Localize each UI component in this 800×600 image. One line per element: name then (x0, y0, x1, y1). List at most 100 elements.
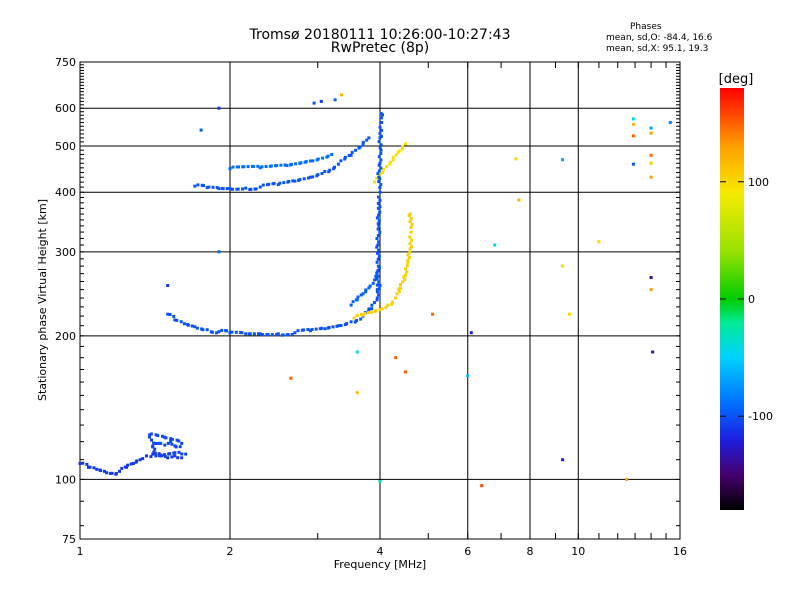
echo-point (376, 206, 380, 210)
echo-point (166, 312, 170, 316)
echo-point (294, 162, 298, 166)
echo-point (178, 445, 182, 449)
echo-point (95, 467, 99, 471)
echo-point (410, 223, 414, 226)
echo-point (408, 235, 412, 239)
echo-point (331, 325, 335, 329)
echo-point (217, 250, 221, 254)
echo-point (397, 149, 401, 153)
colorbar-tick-label: 0 (748, 293, 755, 306)
echo-point (217, 330, 221, 334)
echo-point (431, 312, 435, 316)
echo-point (151, 444, 155, 448)
echo-point (78, 462, 82, 465)
echo-point (376, 202, 380, 205)
echo-point (231, 187, 234, 191)
echo-point (293, 179, 297, 183)
echo-point (258, 166, 262, 170)
echo-point (267, 182, 271, 186)
echo-point (631, 122, 635, 126)
echo-point (125, 465, 129, 469)
echo-point (378, 146, 382, 150)
echo-point (159, 441, 163, 445)
echo-point (380, 128, 384, 132)
chart-title: Tromsø 20180111 10:26:00-10:27:43 (249, 27, 511, 43)
echo-point (561, 458, 565, 462)
colorbar-tick-label: 100 (748, 176, 769, 189)
echo-point (147, 435, 151, 439)
echo-point (307, 176, 310, 180)
echo-point (278, 181, 282, 185)
echo-point (377, 155, 381, 159)
x-tick-label: 8 (527, 545, 534, 558)
echo-point (363, 311, 367, 315)
echo-point (375, 237, 379, 241)
echo-point (333, 165, 336, 169)
echo-point (375, 288, 379, 292)
echo-point (407, 256, 411, 260)
colorbar-unit-label: [deg] (719, 72, 754, 87)
echo-point (376, 264, 380, 268)
echo-point (308, 329, 312, 333)
echo-point (180, 441, 184, 445)
echo-point (308, 175, 312, 179)
echo-point (400, 147, 404, 151)
echo-point (377, 224, 381, 228)
echo-point (409, 238, 413, 242)
y-tick-label: 750 (55, 56, 76, 69)
echo-point (378, 198, 382, 202)
echo-point (649, 175, 653, 179)
echo-point (244, 186, 248, 190)
echo-point (375, 216, 379, 220)
echo-point (355, 319, 358, 322)
echo-point (175, 318, 179, 322)
echo-point (376, 257, 380, 261)
echo-point (410, 245, 414, 249)
chart-subtitle: RwPretec (8p) (330, 40, 430, 56)
echo-point (376, 251, 379, 255)
echo-point (99, 469, 103, 473)
echo-point (358, 145, 362, 149)
echo-point (397, 287, 401, 291)
echo-point (376, 243, 380, 247)
echo-point (376, 274, 380, 278)
echo-point (302, 328, 306, 332)
echo-point (215, 186, 219, 190)
echo-point (377, 213, 381, 217)
y-tick-label: 300 (55, 246, 76, 259)
echo-point (175, 438, 179, 442)
echo-point (378, 230, 382, 234)
echo-point (321, 156, 325, 160)
echo-point (373, 180, 376, 184)
echo-point (349, 153, 353, 157)
echo-point (378, 190, 382, 194)
echo-point (336, 162, 340, 166)
echo-point (257, 332, 260, 336)
y-tick-label: 600 (55, 102, 76, 115)
echo-point (156, 434, 160, 438)
echo-point (108, 471, 112, 475)
echo-point (378, 308, 382, 312)
echo-point (314, 327, 318, 331)
echo-point (493, 243, 497, 247)
echo-point (261, 333, 265, 337)
echo-point (180, 456, 184, 460)
echo-point (343, 157, 347, 161)
echo-point (378, 125, 382, 129)
echo-point (377, 195, 380, 199)
echo-point (408, 212, 412, 216)
echo-point (215, 331, 219, 335)
echo-point (283, 163, 287, 167)
echo-point (405, 270, 409, 274)
echo-point (168, 313, 172, 316)
echo-point (163, 443, 167, 447)
echo-point (330, 153, 334, 156)
echo-point (120, 466, 124, 470)
echo-point (377, 163, 381, 167)
echo-point (205, 328, 209, 332)
echo-point (379, 143, 383, 147)
echo-point (378, 161, 382, 165)
echo-point (352, 316, 356, 320)
echo-point (379, 116, 383, 120)
echo-point (517, 198, 521, 202)
